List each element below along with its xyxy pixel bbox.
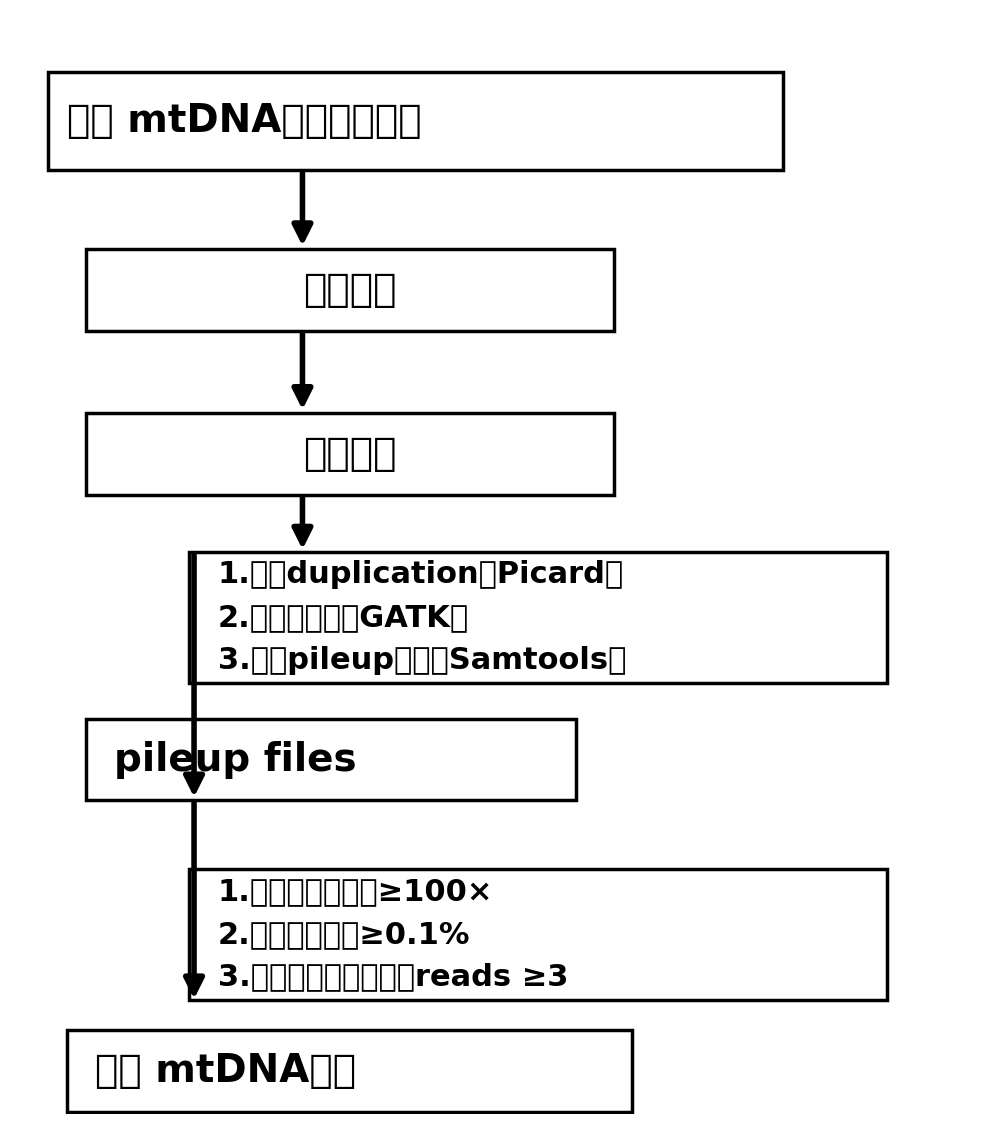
Text: 游离 mtDNA捕获测序数据: 游离 mtDNA捕获测序数据 (67, 102, 421, 140)
Bar (85, 249, 614, 331)
Bar (67, 1030, 632, 1112)
Text: 数据比对: 数据比对 (302, 434, 397, 473)
Text: 数据质控: 数据质控 (302, 271, 397, 309)
Bar (190, 553, 887, 683)
Text: 1.该位点测序深度≥100×
2.最小等位频率≥0.1%
3.每条链上携带突变的reads ≥3: 1.该位点测序深度≥100× 2.最小等位频率≥0.1% 3.每条链上携带突变的… (218, 877, 568, 991)
Bar (190, 869, 887, 999)
Text: pileup files: pileup files (114, 740, 356, 779)
Bar (48, 72, 784, 171)
Bar (85, 413, 614, 495)
Text: 分析 mtDNA突变: 分析 mtDNA突变 (95, 1052, 356, 1089)
Text: 1.去除duplication（Picard）
2.局部重比对（GATK）
3.生成pileup文件（Samtools）: 1.去除duplication（Picard） 2.局部重比对（GATK） 3.… (218, 561, 626, 675)
Bar (85, 719, 575, 800)
